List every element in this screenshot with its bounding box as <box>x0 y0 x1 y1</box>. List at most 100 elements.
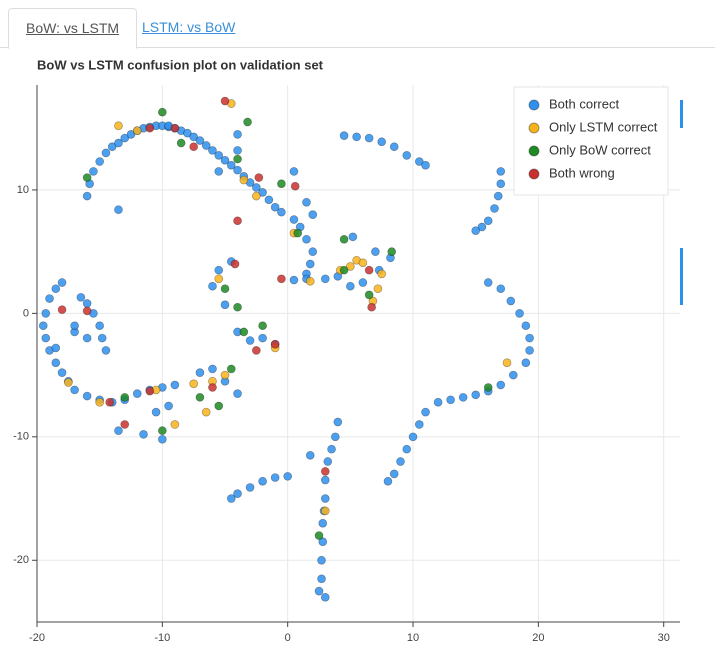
point <box>471 226 481 236</box>
point <box>525 333 534 343</box>
point <box>220 96 230 106</box>
point <box>243 117 252 127</box>
point <box>233 302 242 312</box>
point <box>330 432 340 442</box>
point <box>189 379 199 389</box>
point <box>364 265 374 275</box>
point <box>70 385 79 395</box>
point <box>51 284 61 294</box>
point <box>226 364 236 374</box>
point <box>120 133 130 143</box>
point <box>483 383 493 392</box>
point <box>170 123 180 133</box>
point <box>348 232 358 242</box>
point <box>101 148 111 158</box>
point <box>120 420 130 429</box>
point <box>367 302 377 312</box>
point <box>302 234 311 244</box>
point <box>214 401 224 411</box>
legend-label: Only LSTM correct <box>549 119 658 134</box>
x-tick-label: 20 <box>532 632 544 644</box>
x-tick-label: 10 <box>407 632 419 644</box>
x-tick-label: -20 <box>29 632 45 644</box>
point <box>421 407 430 417</box>
point <box>95 157 105 166</box>
x-tick-label: 30 <box>658 632 670 644</box>
point <box>226 160 236 170</box>
point <box>408 432 418 442</box>
point <box>157 434 167 444</box>
point <box>483 216 493 226</box>
point <box>477 222 487 232</box>
point <box>107 142 117 152</box>
point <box>132 389 142 398</box>
point <box>320 274 330 284</box>
point <box>57 368 67 377</box>
point <box>251 346 261 355</box>
tab[interactable]: BoW: vs LSTM <box>8 8 138 49</box>
point <box>45 294 54 303</box>
point <box>506 296 516 306</box>
point <box>139 430 148 439</box>
point <box>377 269 387 279</box>
legend-label: Both wrong <box>549 165 615 180</box>
point <box>214 151 224 160</box>
point <box>305 276 315 286</box>
y-tick-label: 10 <box>17 184 29 196</box>
point <box>233 154 242 164</box>
point <box>145 123 155 133</box>
point <box>358 278 368 287</box>
point <box>183 128 192 138</box>
point <box>471 390 481 400</box>
point <box>157 426 167 436</box>
point <box>502 358 512 368</box>
point <box>195 136 205 145</box>
point <box>251 191 261 201</box>
point <box>339 131 349 140</box>
point <box>57 305 67 315</box>
point <box>258 333 267 343</box>
point <box>414 157 424 166</box>
point <box>277 207 286 217</box>
point <box>157 107 167 117</box>
point <box>320 475 330 485</box>
point <box>525 346 534 355</box>
point <box>317 555 326 565</box>
point <box>95 397 105 407</box>
legend-marker <box>528 168 540 180</box>
point <box>377 137 387 147</box>
point <box>314 586 324 596</box>
point <box>214 167 224 176</box>
point <box>258 476 267 486</box>
point <box>220 300 230 310</box>
point <box>320 494 330 503</box>
point <box>496 179 506 189</box>
point <box>220 155 230 165</box>
point <box>208 364 217 374</box>
point <box>389 469 399 479</box>
chart: BoW vs LSTM confusion plot on validation… <box>13 57 683 644</box>
point <box>521 321 531 331</box>
point <box>402 151 412 160</box>
point <box>63 378 73 387</box>
point <box>508 370 518 380</box>
point <box>308 210 318 219</box>
point <box>277 179 286 189</box>
point <box>51 358 61 368</box>
point <box>195 368 205 377</box>
legend-marker <box>528 122 540 134</box>
point <box>339 234 349 244</box>
point <box>373 284 383 294</box>
point <box>233 146 242 155</box>
point <box>220 284 230 294</box>
point <box>302 197 311 207</box>
point <box>383 476 393 486</box>
point <box>226 494 236 503</box>
point <box>76 292 86 302</box>
tab[interactable]: LSTM: vs BoW <box>142 19 236 35</box>
point <box>114 138 123 148</box>
y-tick-label: -10 <box>13 431 29 443</box>
toolbar-marker <box>680 248 683 305</box>
point <box>245 483 255 492</box>
y-tick-label: -20 <box>13 554 29 566</box>
